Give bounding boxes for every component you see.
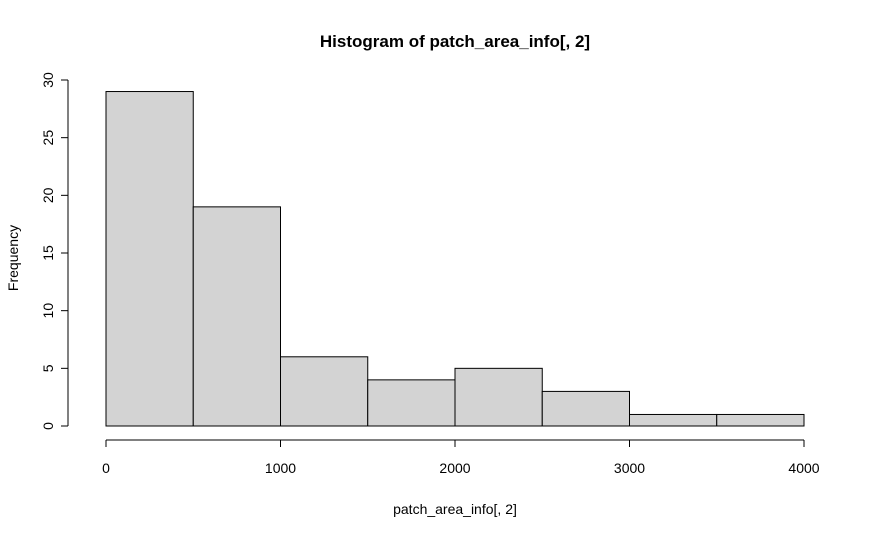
histogram-bar-7 <box>716 413 805 427</box>
y-tick-label: 5 <box>40 364 56 372</box>
histogram-bar-2 <box>280 356 369 427</box>
y-tick-label: 10 <box>40 303 56 319</box>
bars-group <box>105 91 805 427</box>
x-axis-label: patch_area_info[, 2] <box>393 501 517 517</box>
x-tick-label: 1000 <box>265 460 296 476</box>
x-tick-label: 2000 <box>439 460 470 476</box>
chart-title: Histogram of patch_area_info[, 2] <box>320 32 590 51</box>
y-axis: 0 5 10 15 20 25 30 <box>40 72 69 430</box>
histogram-bar-3 <box>367 379 456 427</box>
histogram-bar-4 <box>454 367 543 427</box>
y-tick-label: 20 <box>40 187 56 203</box>
histogram-bar-1 <box>192 206 281 427</box>
y-tick-label: 15 <box>40 245 56 261</box>
y-tick-label: 30 <box>40 72 56 88</box>
y-tick-label: 25 <box>40 130 56 146</box>
x-tick-label: 0 <box>102 460 110 476</box>
histogram-bar-5 <box>541 390 630 427</box>
y-axis-label: Frequency <box>5 225 21 291</box>
histogram-bar-6 <box>629 413 718 427</box>
x-tick-label: 3000 <box>614 460 645 476</box>
histogram-bar-0 <box>105 91 194 427</box>
x-tick-label: 4000 <box>788 460 819 476</box>
x-axis: 0 1000 2000 3000 4000 <box>102 439 820 476</box>
y-tick-label: 0 <box>40 422 56 430</box>
